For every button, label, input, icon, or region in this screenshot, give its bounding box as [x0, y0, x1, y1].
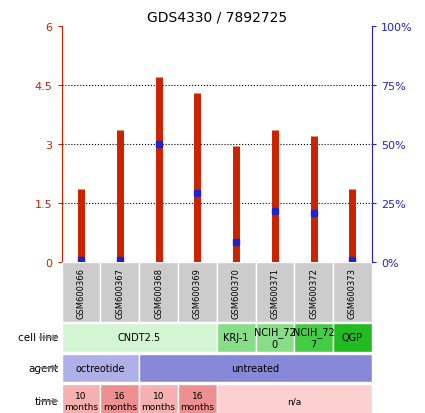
Text: untreated: untreated [232, 363, 280, 373]
Bar [139, 384, 178, 413]
Text: CNDT2.5: CNDT2.5 [118, 332, 161, 343]
Bar [62, 384, 100, 413]
Text: GSM600366: GSM600366 [76, 267, 85, 318]
Text: QGP: QGP [342, 332, 363, 343]
Text: NCIH_72
0: NCIH_72 0 [254, 326, 296, 349]
Bar [139, 354, 372, 382]
Text: n/a: n/a [287, 396, 301, 406]
Text: time: time [35, 396, 59, 406]
Bar [294, 323, 333, 352]
Bar [100, 384, 139, 413]
Text: GSM600368: GSM600368 [154, 267, 163, 318]
Bar [255, 323, 294, 352]
Bar [100, 262, 139, 322]
Bar [217, 384, 372, 413]
Bar [178, 262, 217, 322]
Text: octreotide: octreotide [76, 363, 125, 373]
Bar [62, 262, 100, 322]
Title: GDS4330 / 7892725: GDS4330 / 7892725 [147, 10, 287, 24]
Text: KRJ-1: KRJ-1 [224, 332, 249, 343]
Bar [178, 384, 217, 413]
Text: GSM600372: GSM600372 [309, 267, 318, 318]
Bar [139, 262, 178, 322]
Text: GSM600370: GSM600370 [232, 267, 241, 318]
Bar [255, 262, 294, 322]
Bar [62, 323, 217, 352]
Text: GSM600367: GSM600367 [115, 267, 124, 318]
Bar [333, 323, 372, 352]
Text: GSM600371: GSM600371 [270, 267, 279, 318]
Text: GSM600369: GSM600369 [193, 267, 202, 318]
Text: cell line: cell line [18, 332, 59, 343]
Bar [62, 354, 139, 382]
Text: 16
months: 16 months [180, 392, 214, 411]
Text: 16
months: 16 months [103, 392, 137, 411]
Bar [294, 262, 333, 322]
Text: 10
months: 10 months [142, 392, 176, 411]
Text: 10
months: 10 months [64, 392, 98, 411]
Text: GSM600373: GSM600373 [348, 267, 357, 318]
Bar [217, 262, 255, 322]
Bar [333, 262, 372, 322]
Bar [217, 323, 255, 352]
Text: NCIH_72
7: NCIH_72 7 [293, 326, 334, 349]
Text: agent: agent [28, 363, 59, 373]
